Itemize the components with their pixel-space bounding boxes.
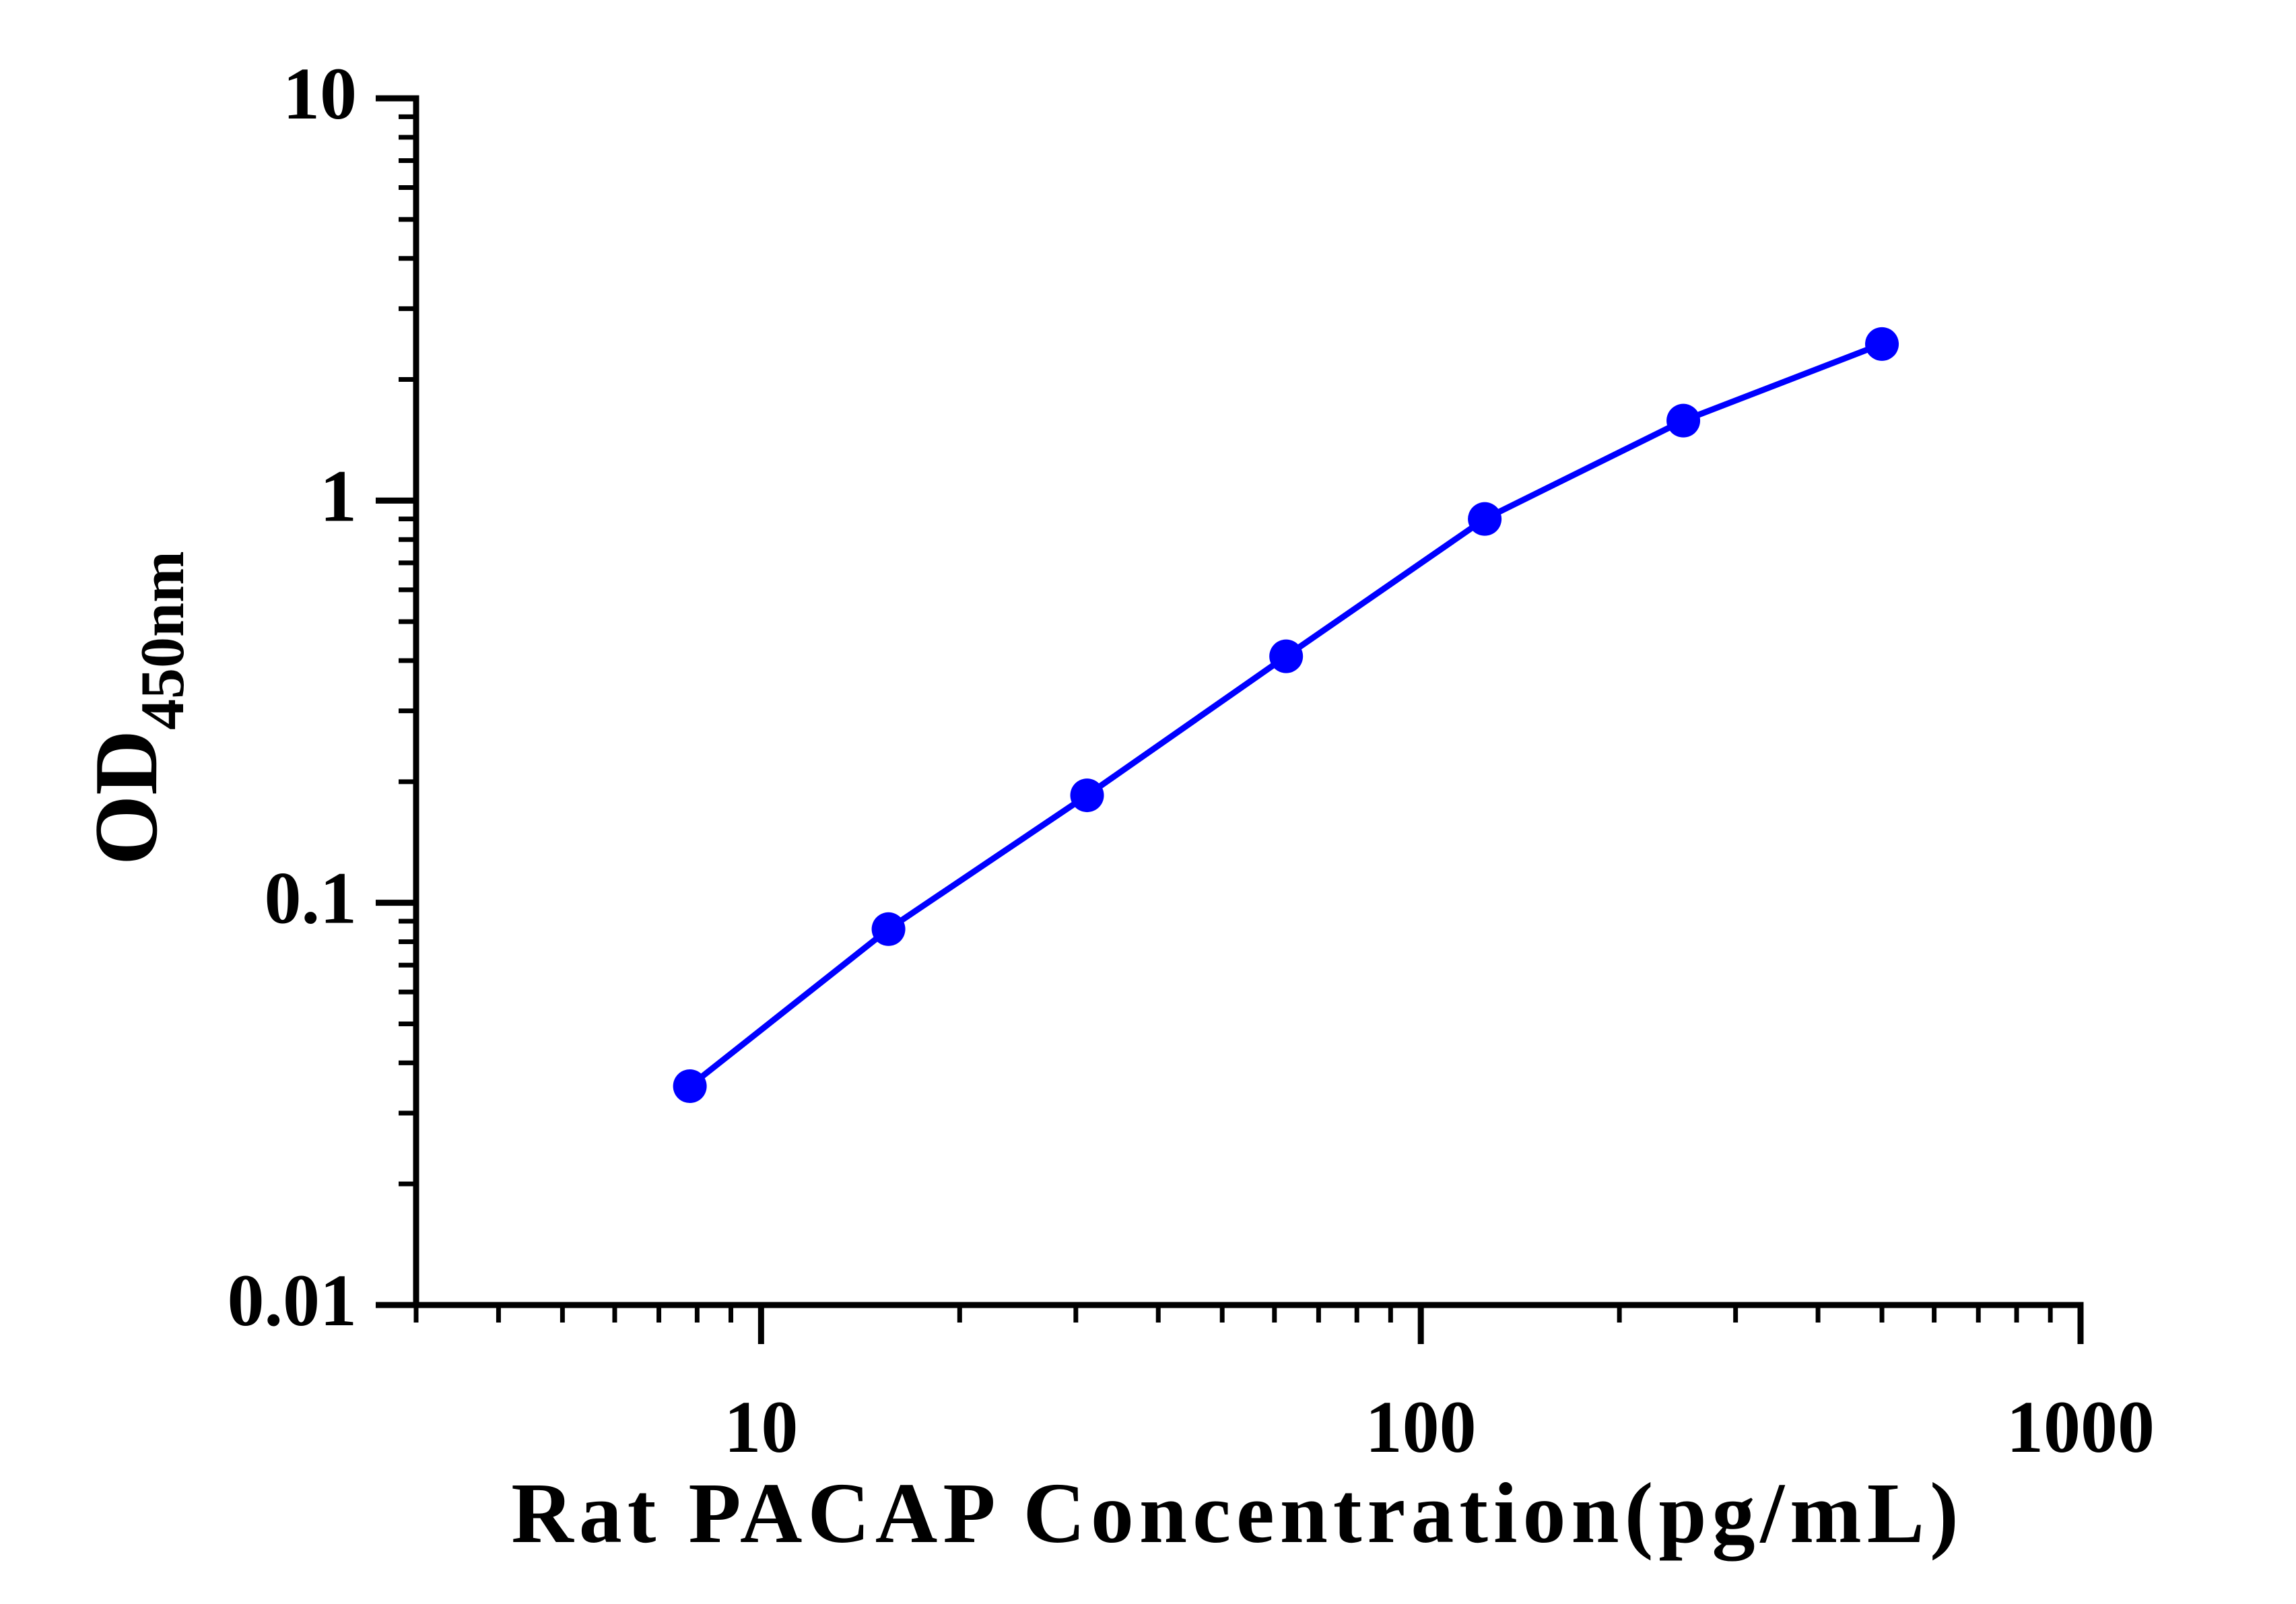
- y-axis-label-main: OD: [76, 730, 176, 865]
- x-tick-label: 10: [724, 1386, 798, 1468]
- data-point: [673, 1069, 707, 1104]
- data-point: [1865, 327, 1899, 361]
- x-tick-label: 1000: [2006, 1386, 2155, 1468]
- data-point: [1070, 778, 1104, 813]
- x-axis-label: Rat PACAP Concentration(pg/mL): [511, 1465, 1963, 1561]
- data-point: [871, 912, 906, 946]
- y-tick-label: 10: [283, 53, 357, 135]
- plot-area: [673, 327, 1899, 1104]
- data-point: [1666, 403, 1701, 438]
- y-tick-label: 1: [320, 455, 357, 537]
- y-axis-label: OD450nm: [76, 551, 197, 865]
- y-tick-label: 0.01: [228, 1259, 358, 1341]
- x-tick-label: 100: [1365, 1386, 1477, 1468]
- data-point: [1269, 639, 1304, 673]
- y-tick-label: 0.1: [265, 857, 358, 939]
- y-axis-label-subscript: 450nm: [128, 551, 197, 730]
- data-point: [1468, 502, 1502, 536]
- axes: 0.01 0.1 1 10 10 100 1000: [228, 53, 2155, 1468]
- series-line: [687, 341, 1883, 1089]
